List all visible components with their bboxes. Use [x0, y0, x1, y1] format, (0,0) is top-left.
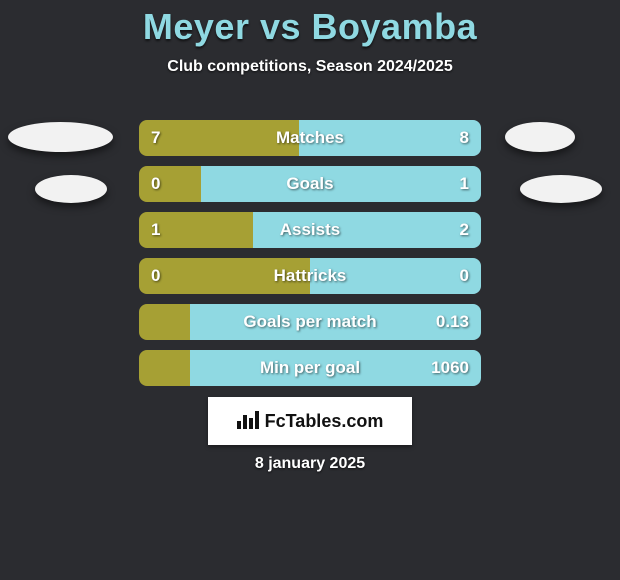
player-right-name: Boyamba — [312, 6, 478, 47]
stats-chart: Matches78 Goals01 Assists12 Hattricks00 Goal… — [139, 120, 481, 396]
stat-row: Assists12 — [139, 212, 481, 248]
stat-segment-right — [310, 258, 481, 294]
stat-row: Matches78 — [139, 120, 481, 156]
brand-text: FcTables.com — [265, 411, 384, 432]
stat-segment-right — [299, 120, 481, 156]
date-text: 8 january 2025 — [0, 455, 620, 473]
stat-segment-left — [139, 166, 201, 202]
player-left-name: Meyer — [143, 6, 250, 47]
stat-segment-left — [139, 120, 299, 156]
stat-segment-right — [253, 212, 481, 248]
bars-icon — [237, 409, 259, 434]
stat-segment-right — [190, 304, 481, 340]
stat-row: Min per goal1060 — [139, 350, 481, 386]
team-logo-placeholder — [520, 175, 602, 203]
brand-badge: FcTables.com — [208, 397, 412, 445]
stat-segment-left — [139, 350, 190, 386]
team-logo-placeholder — [505, 122, 575, 152]
stat-row: Goals01 — [139, 166, 481, 202]
stat-row: Hattricks00 — [139, 258, 481, 294]
vs-word: vs — [260, 6, 301, 47]
team-logo-placeholder — [8, 122, 113, 152]
stat-segment-right — [201, 166, 481, 202]
team-logo-placeholder — [35, 175, 107, 203]
stat-segment-left — [139, 258, 310, 294]
stat-segment-left — [139, 212, 253, 248]
page-title: Meyer vs Boyamba — [0, 6, 620, 48]
stat-segment-right — [190, 350, 481, 386]
stat-row: Goals per match0.13 — [139, 304, 481, 340]
header: Meyer vs Boyamba Club competitions, Seas… — [0, 0, 620, 76]
stat-segment-left — [139, 304, 190, 340]
subtitle: Club competitions, Season 2024/2025 — [0, 58, 620, 76]
